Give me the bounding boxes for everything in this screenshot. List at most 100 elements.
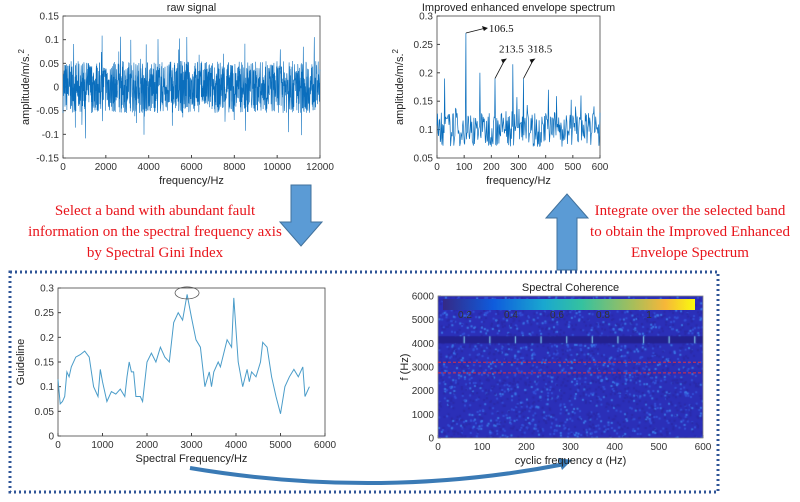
x-tick-label: 600: [592, 162, 609, 173]
coherence-chart: 0 100 200 300 400 500 600010002000300040005000…: [399, 282, 712, 467]
right-annotation-line: Integrate over the selected band: [594, 203, 786, 219]
x-tick-label: 500: [564, 162, 581, 173]
x-tick-label: 6000: [180, 162, 203, 173]
y-tick-label: 5000: [412, 315, 435, 326]
x-tick-label: 3000: [180, 440, 203, 451]
y-tick-label: 0.1: [45, 35, 59, 46]
peak-highlight-ellipse: [174, 286, 200, 300]
y-tick-label: -0.15: [36, 154, 59, 165]
x-tick-label: 400: [537, 162, 554, 173]
y-tick-label: 2000: [412, 386, 435, 397]
y-tick-label: 4000: [412, 339, 435, 350]
x-tick-label: 100: [456, 162, 473, 173]
colorbar-tick-label: 0.2: [458, 310, 472, 321]
y-tick-label: 0: [48, 432, 54, 443]
x-axis-label: frequency/Hz: [159, 175, 224, 187]
x-axis-label: cyclic frequency α (Hz): [515, 455, 627, 467]
y-axis-label: amplitude/m/s.2: [17, 48, 32, 125]
y-axis-label: Guideline: [15, 339, 27, 385]
x-tick-label: 600: [695, 442, 712, 453]
right-annotation: Integrate over the selected band to obta…: [580, 201, 800, 264]
x-tick-label: 2000: [95, 162, 118, 173]
y-tick-label: 0.15: [40, 12, 60, 23]
y-tick-label: 3000: [412, 363, 435, 374]
y-tick-label: -0.05: [36, 106, 59, 117]
y-tick-label: 0.25: [414, 40, 434, 51]
y-tick-label: 1000: [412, 410, 435, 421]
y-tick-label: 0: [53, 83, 59, 94]
left-annotation: Select a band with abundant fault inform…: [5, 201, 305, 264]
x-tick-label: 12000: [306, 162, 334, 173]
x-tick-label: 300: [562, 442, 579, 453]
x-tick-label: 6000: [314, 440, 337, 451]
y-tick-label: 0.05: [35, 407, 55, 418]
guideline-chart: 0 1000 2000 3000 4000 5000 6000 0 0.05 0.1 0.15 0.2…: [15, 284, 337, 466]
guideline-line: [57, 294, 310, 414]
x-tick-label: 4000: [138, 162, 161, 173]
spectral-coherence-heatmap: [438, 296, 703, 438]
x-tick-label: 0: [60, 162, 66, 173]
right-annotation-line: to obtain the Improved Enhanced: [590, 224, 790, 240]
y-tick-label: 0.3: [40, 284, 54, 295]
x-tick-label: 2000: [136, 440, 159, 451]
down-arrow: [278, 184, 324, 247]
peak-arrowhead: [481, 26, 488, 32]
peak-arrowhead: [501, 58, 508, 64]
x-tick-label: 100: [474, 442, 491, 453]
curved-arrow-head: [558, 458, 572, 470]
y-tick-label: 0.2: [40, 333, 54, 344]
chart-title: Improved enhanced envelope spectrum: [422, 2, 615, 14]
y-tick-label: 0.1: [40, 382, 54, 393]
y-tick-label: 0.1: [419, 125, 433, 136]
chart-title: raw signal: [167, 2, 217, 14]
x-tick-label: 4000: [225, 440, 248, 451]
plot-area: [436, 15, 601, 159]
spectrum-line: [436, 32, 601, 147]
superscript: 2: [391, 48, 400, 53]
colorbar: [443, 299, 695, 310]
x-tick-label: 0: [434, 162, 440, 173]
dotted-frame: [8, 270, 720, 494]
peak-label: 213.5: [499, 43, 524, 55]
colorbar-tick-label: 0.8: [596, 310, 610, 321]
x-tick-label: 5000: [269, 440, 292, 451]
y-tick-label: 0.05: [40, 59, 60, 70]
peak-label: 318.5: [528, 43, 553, 55]
x-tick-label: 0: [435, 442, 441, 453]
peak-label: 106.5: [489, 23, 514, 35]
y-tick-label: 0.25: [35, 308, 55, 319]
y-tick-label: 0.2: [419, 68, 433, 79]
x-tick-label: 300: [510, 162, 527, 173]
y-tick-label: 0.15: [414, 97, 434, 108]
left-annotation-line: Select a band with abundant fault: [54, 203, 256, 219]
left-annotation-line: by Spectral Gini Index: [86, 245, 224, 261]
peak-arrowhead: [529, 58, 536, 64]
x-tick-label: 0: [55, 440, 61, 451]
superscript: 2: [17, 48, 26, 53]
left-annotation-line: information on the spectral frequency ax…: [28, 224, 282, 240]
x-tick-label: 500: [650, 442, 667, 453]
x-tick-label: 200: [483, 162, 500, 173]
plot-frame: [437, 295, 704, 439]
y-axis-label: f (Hz): [399, 354, 411, 381]
right-annotation-line: Envelope Spectrum: [631, 245, 749, 261]
peak-arrow: [465, 27, 487, 34]
x-tick-label: 400: [606, 442, 623, 453]
up-arrow: [544, 193, 590, 271]
raw-chart: 0 2000 4000 6000 8000 10000 12000 -0.15 -0.1 -0.0…: [17, 2, 334, 187]
x-tick-label: 200: [518, 442, 535, 453]
x-tick-label: 10000: [263, 162, 291, 173]
x-tick-label: 8000: [223, 162, 246, 173]
y-tick-label: 6000: [412, 292, 435, 303]
curved-arrow: [189, 462, 566, 486]
envelope-chart: 0 100 200 300 400 500 600 0.05 0.1 0.15 0.2 0.25 0.3…: [391, 2, 615, 187]
y-tick-label: 0.15: [35, 358, 55, 369]
x-axis-label: frequency/Hz: [486, 175, 551, 187]
y-tick-label: 0.3: [419, 12, 433, 23]
x-axis-label: Spectral Frequency/Hz: [136, 453, 248, 465]
signal-line: [62, 35, 321, 139]
y-tick-label: 0: [428, 434, 434, 445]
chart-title: Spectral Coherence: [522, 282, 619, 294]
